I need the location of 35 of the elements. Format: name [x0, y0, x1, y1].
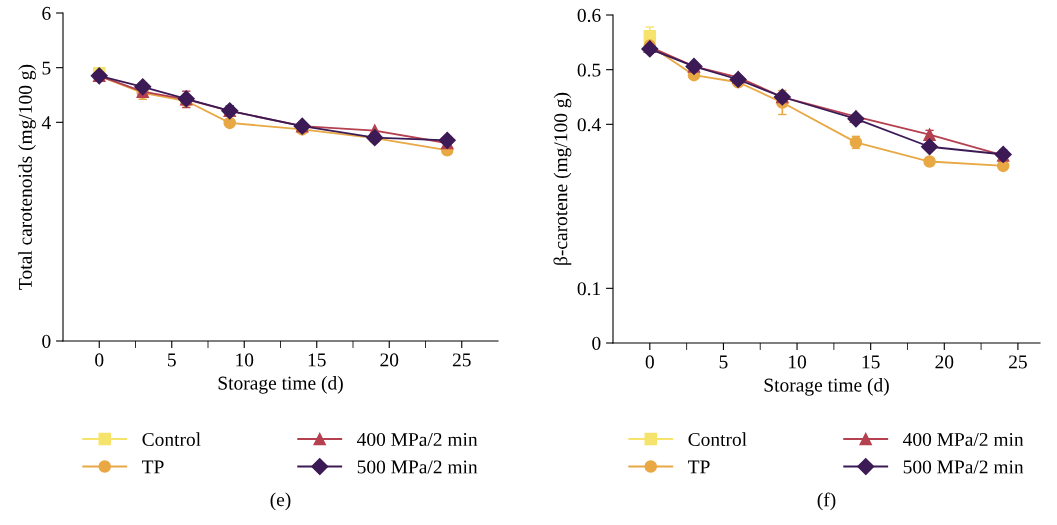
x-tick-label: 10 — [236, 353, 254, 367]
y-tick-label: 0.4 — [577, 118, 601, 132]
y-tick-label: 6 — [42, 6, 51, 20]
x-tick-label: 25 — [1009, 355, 1027, 369]
legend-label: TP — [688, 460, 710, 474]
y-tick-label: 0.5 — [577, 63, 601, 77]
x-tick-label: 20 — [380, 353, 399, 367]
text: (f) — [817, 492, 836, 511]
y-axis-title: β-carotene (mg/100 g) — [553, 92, 572, 265]
x-tick-label: 25 — [452, 353, 471, 367]
y-tick-label: 5 — [42, 61, 51, 75]
legend-label: 500 MPa/2 min — [357, 460, 478, 474]
x-axis-title: Storage time (d) — [218, 375, 343, 394]
y-tick-label: 0 — [42, 334, 51, 348]
text: (e) — [270, 492, 291, 511]
y-tick-label: 0.6 — [577, 8, 601, 23]
x-tick-label: 15 — [308, 353, 326, 367]
x-tick-label: 20 — [935, 355, 954, 369]
x-tick-label: 5 — [719, 355, 728, 369]
legend-label: Control — [142, 432, 201, 447]
legend-label: 400 MPa/2 min — [357, 432, 478, 447]
x-tick-label: 15 — [862, 355, 880, 369]
x-tick-label: 0 — [95, 353, 104, 367]
y-tick-label: 0.1 — [577, 282, 601, 296]
legend-label: TP — [142, 460, 164, 474]
y-tick-label: 4 — [41, 116, 51, 130]
y-axis-title: Total carotenoids (mg/100 g) — [18, 64, 36, 290]
y-tick-label: 0 — [592, 336, 601, 350]
legend-label: 500 MPa/2 min — [903, 460, 1024, 474]
legend-label: Control — [688, 432, 747, 447]
x-tick-label: 10 — [789, 355, 807, 369]
legend-label: 400 MPa/2 min — [903, 432, 1024, 447]
x-tick-label: 5 — [168, 353, 176, 367]
x-tick-label: 0 — [645, 355, 654, 369]
x-axis-title: Storage time (d) — [764, 377, 889, 396]
